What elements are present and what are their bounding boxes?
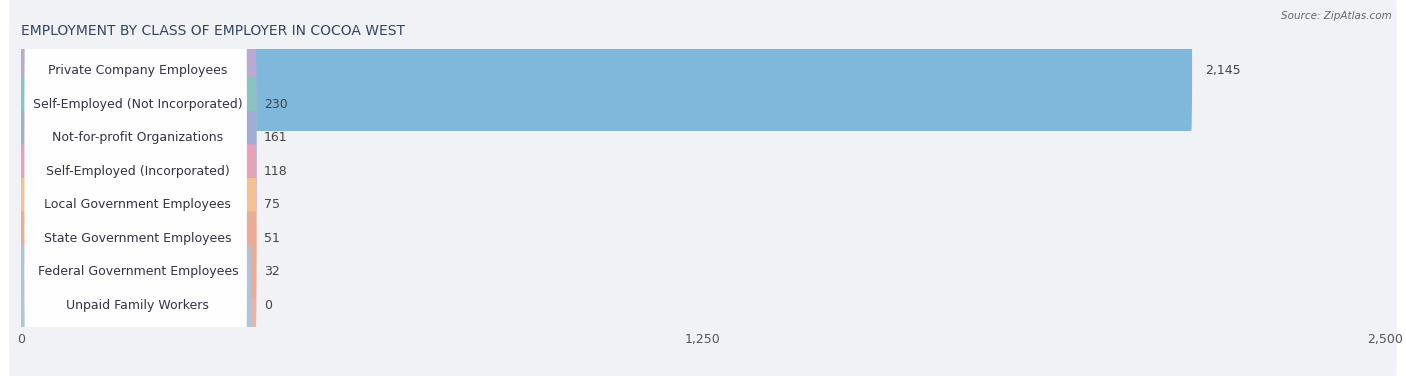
FancyBboxPatch shape — [20, 178, 256, 299]
Text: Local Government Employees: Local Government Employees — [45, 198, 231, 211]
FancyBboxPatch shape — [20, 245, 252, 366]
FancyBboxPatch shape — [8, 91, 1398, 252]
FancyBboxPatch shape — [20, 10, 1192, 131]
FancyBboxPatch shape — [8, 0, 1398, 151]
FancyBboxPatch shape — [25, 179, 246, 298]
FancyBboxPatch shape — [25, 146, 246, 264]
FancyBboxPatch shape — [20, 77, 256, 198]
Text: EMPLOYMENT BY CLASS OF EMPLOYER IN COCOA WEST: EMPLOYMENT BY CLASS OF EMPLOYER IN COCOA… — [21, 24, 405, 38]
Text: Self-Employed (Not Incorporated): Self-Employed (Not Incorporated) — [32, 98, 243, 111]
FancyBboxPatch shape — [20, 111, 256, 232]
Text: Federal Government Employees: Federal Government Employees — [38, 265, 238, 278]
FancyBboxPatch shape — [25, 212, 246, 331]
FancyBboxPatch shape — [20, 211, 256, 332]
FancyBboxPatch shape — [25, 112, 246, 230]
FancyBboxPatch shape — [25, 11, 246, 130]
Text: Unpaid Family Workers: Unpaid Family Workers — [66, 299, 209, 312]
Text: Self-Employed (Incorporated): Self-Employed (Incorporated) — [46, 165, 229, 178]
Text: 118: 118 — [264, 165, 288, 178]
FancyBboxPatch shape — [8, 158, 1398, 318]
FancyBboxPatch shape — [20, 144, 256, 265]
Text: 51: 51 — [264, 232, 280, 245]
Text: 2,145: 2,145 — [1205, 64, 1240, 77]
FancyBboxPatch shape — [25, 45, 246, 164]
Text: State Government Employees: State Government Employees — [44, 232, 232, 245]
FancyBboxPatch shape — [25, 78, 246, 197]
FancyBboxPatch shape — [25, 246, 246, 365]
FancyBboxPatch shape — [8, 225, 1398, 376]
FancyBboxPatch shape — [20, 44, 256, 165]
Text: 230: 230 — [264, 98, 288, 111]
Text: 161: 161 — [264, 131, 287, 144]
Text: 75: 75 — [264, 198, 280, 211]
Text: 32: 32 — [264, 265, 280, 278]
FancyBboxPatch shape — [8, 192, 1398, 352]
Text: Not-for-profit Organizations: Not-for-profit Organizations — [52, 131, 224, 144]
Text: 0: 0 — [264, 299, 271, 312]
Text: Source: ZipAtlas.com: Source: ZipAtlas.com — [1281, 11, 1392, 21]
Text: Private Company Employees: Private Company Employees — [48, 64, 228, 77]
FancyBboxPatch shape — [8, 124, 1398, 285]
FancyBboxPatch shape — [8, 24, 1398, 184]
FancyBboxPatch shape — [8, 58, 1398, 218]
